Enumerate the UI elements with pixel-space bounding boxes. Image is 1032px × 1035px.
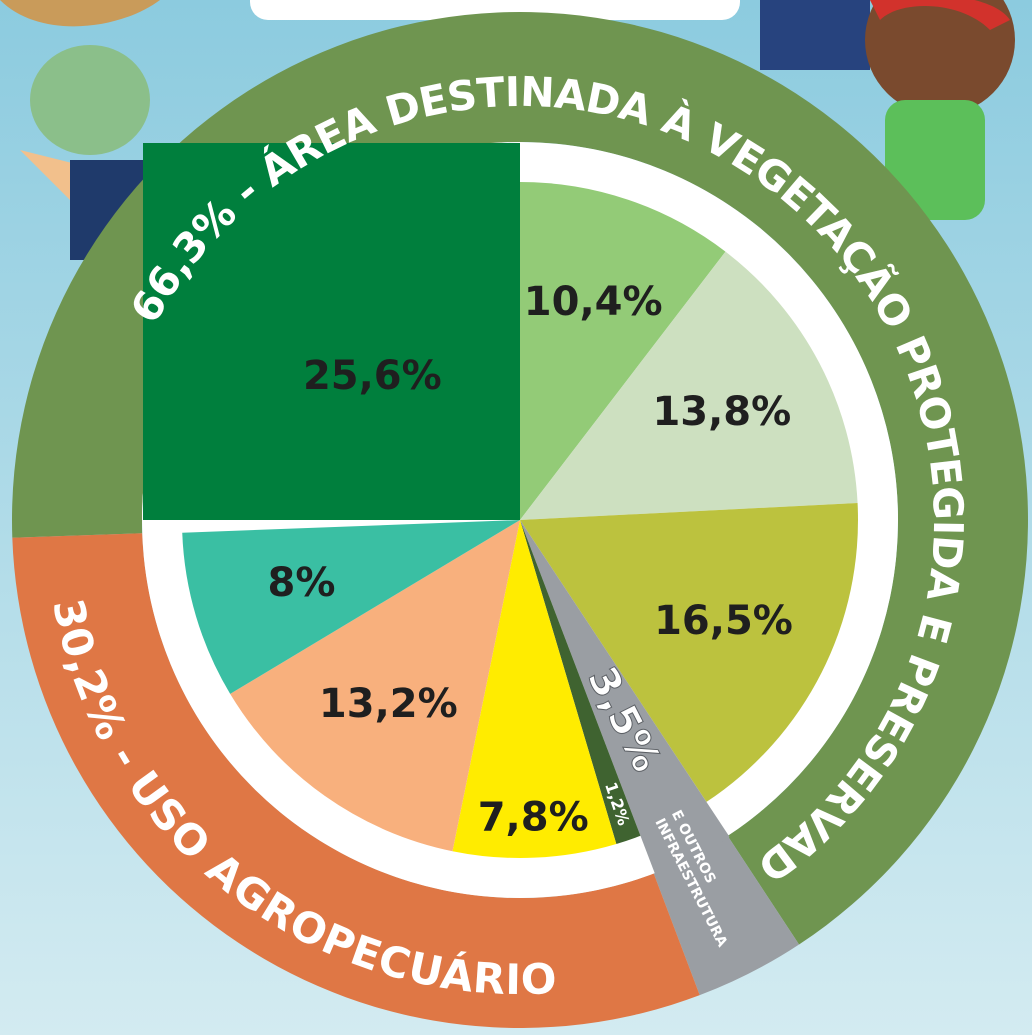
- page: {"chart_data": {"type": "pie", "categori…: [0, 0, 1032, 1035]
- value-label: 7,8%: [478, 795, 589, 841]
- chart: 10,4%13,8%16,5%1,2%7,8%13,2%8%25,6%66,3%…: [0, 0, 1032, 1035]
- value-label: 16,5%: [654, 598, 793, 644]
- value-label: 13,2%: [319, 681, 458, 727]
- value-label: 8%: [267, 560, 335, 606]
- value-label: 13,8%: [652, 389, 791, 435]
- value-label: 10,4%: [524, 279, 663, 325]
- pie-slice: [143, 143, 520, 520]
- value-label: 25,6%: [303, 353, 442, 399]
